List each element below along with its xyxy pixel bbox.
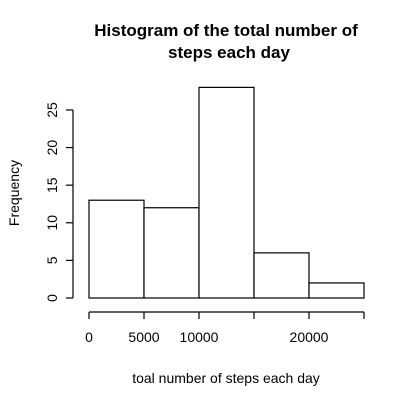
histogram-bar-2 <box>198 86 255 299</box>
x-axis-label: toal number of steps each day <box>132 370 320 386</box>
chart-title-line-1: Histogram of the total number of <box>94 21 358 40</box>
x-axis: 0 5000 10000 20000 <box>85 311 365 345</box>
y-tick-label-1: 5 <box>44 256 60 264</box>
y-tick-label-0: 0 <box>44 294 60 302</box>
chart-title-line-2: steps each day <box>168 43 290 62</box>
histogram-bars <box>88 86 365 299</box>
y-tick-label-5: 25 <box>44 102 60 118</box>
y-tick-label-3: 15 <box>44 177 60 193</box>
histogram-bar-0 <box>88 199 145 299</box>
x-tick-label-0: 0 <box>85 329 93 345</box>
histogram-bar-4 <box>308 282 365 299</box>
y-tick-label-2: 10 <box>44 215 60 231</box>
x-tick-label-4: 20000 <box>290 329 329 345</box>
y-tick-label-4: 20 <box>44 140 60 156</box>
x-tick-label-1: 5000 <box>128 329 159 345</box>
x-tick-label-2: 10000 <box>180 329 219 345</box>
y-axis: 0 5 10 15 20 25 <box>44 102 74 302</box>
histogram-bar-1 <box>143 207 200 299</box>
histogram-bar-3 <box>253 252 310 299</box>
y-axis-label: Frequency <box>6 160 22 226</box>
